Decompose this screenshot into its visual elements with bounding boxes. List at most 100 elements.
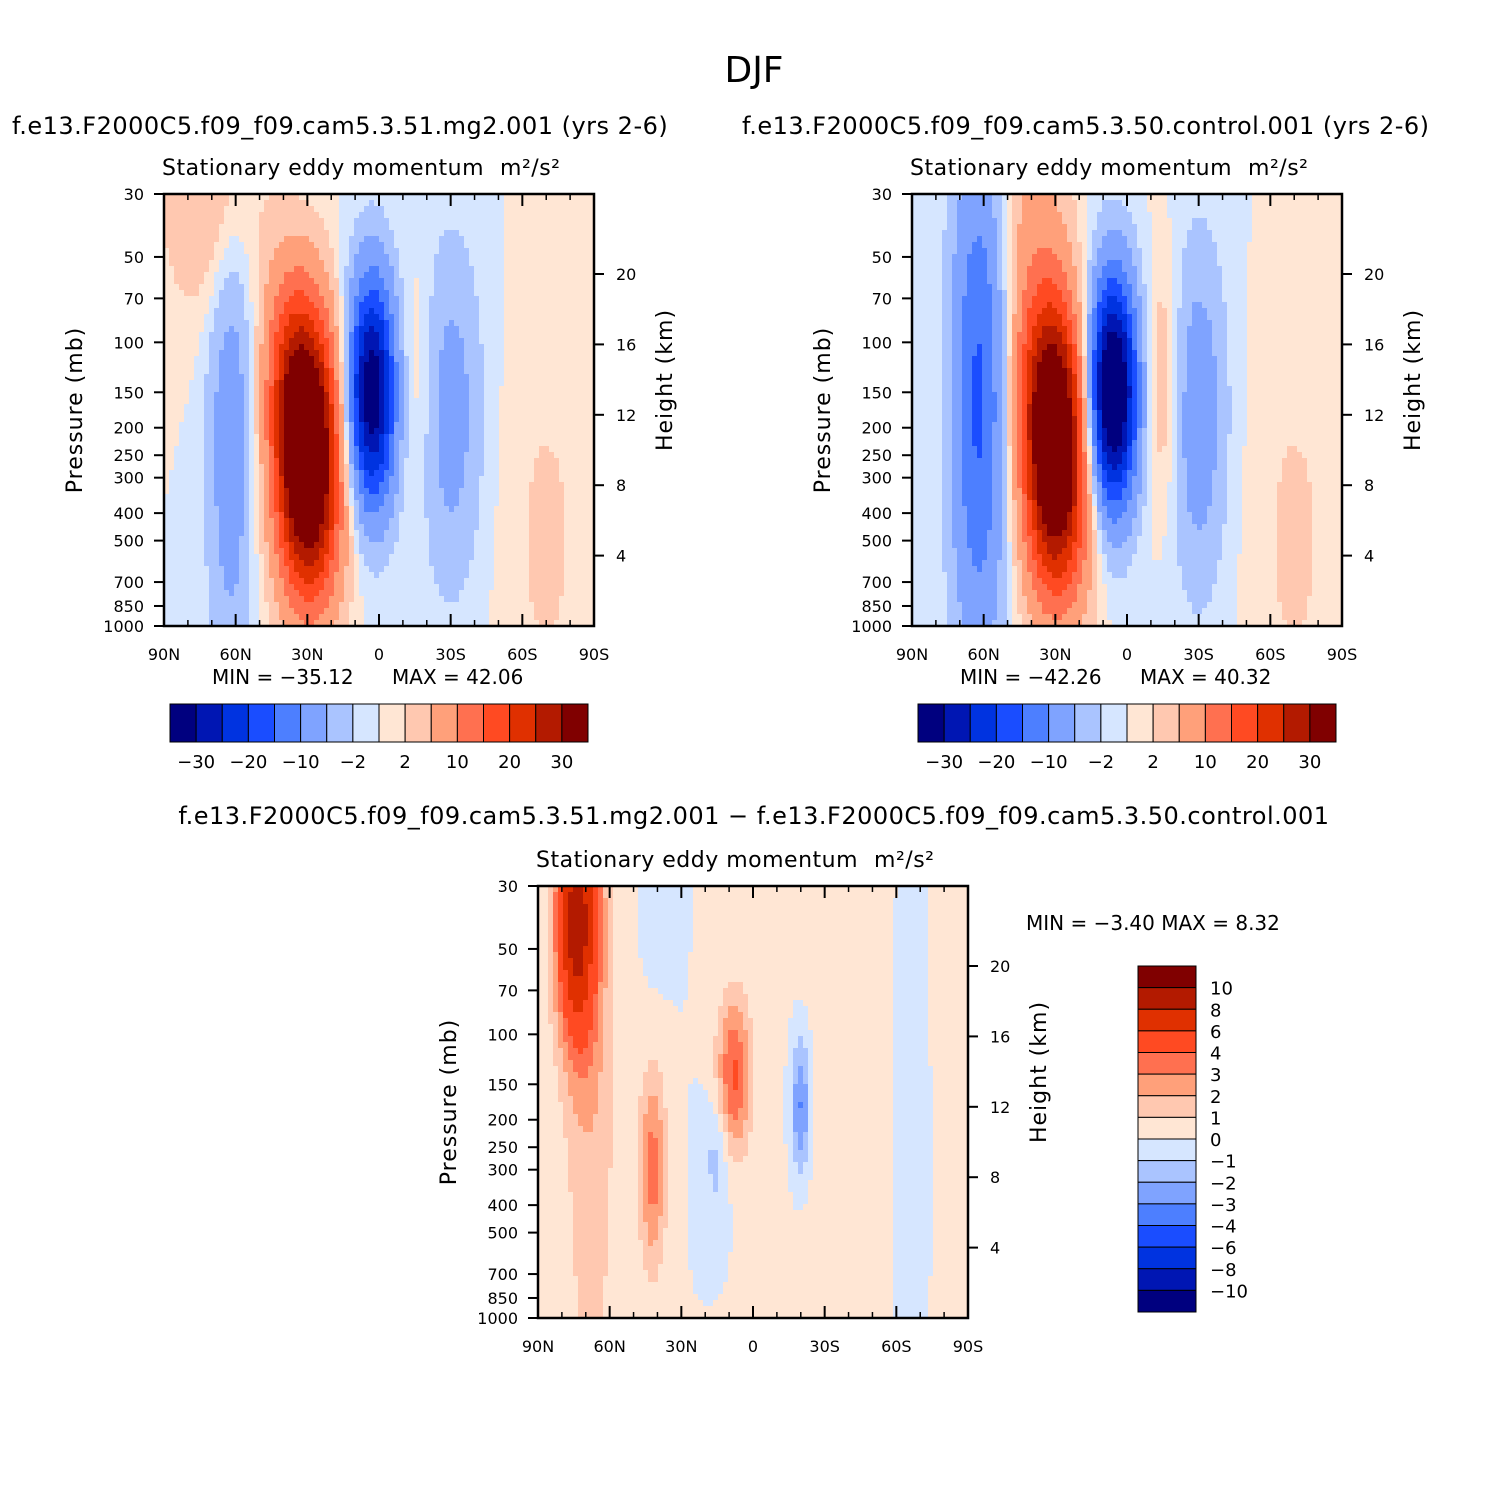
contour-cell (174, 386, 180, 393)
contour-cell (344, 530, 350, 537)
contour-cell (174, 428, 180, 435)
contour-cell (454, 374, 460, 381)
contour-cell (459, 374, 465, 381)
contour-cell (279, 392, 285, 399)
contour-cell (289, 494, 295, 501)
contour-cell (329, 266, 335, 273)
contour-cell (439, 260, 445, 267)
contour-cell (514, 416, 520, 423)
contour-cell (544, 296, 550, 303)
contour-cell (169, 224, 175, 231)
contour-cell (189, 512, 195, 519)
contour-cell (189, 284, 195, 291)
contour-cell (229, 422, 235, 429)
contour-cell (244, 494, 250, 501)
contour-cell (499, 434, 505, 441)
contour-cell (284, 344, 290, 351)
contour-cell (529, 350, 535, 357)
contour-cell (179, 410, 185, 417)
contour-cell (249, 494, 255, 501)
contour-cell (444, 206, 450, 213)
contour-cell (344, 218, 350, 225)
contour-cell (384, 524, 390, 531)
contour-cell (409, 338, 415, 345)
contour-cell (279, 518, 285, 525)
contour-cell (284, 302, 290, 309)
contour-cell (264, 536, 270, 543)
contour-cell (394, 482, 400, 489)
contour-cell (489, 290, 495, 297)
contour-cell (389, 386, 395, 393)
contour-cell (439, 230, 445, 237)
contour-cell (299, 422, 305, 429)
contour-cell (429, 374, 435, 381)
contour-cell (264, 284, 270, 291)
contour-cell (244, 332, 250, 339)
contour-cell (309, 218, 315, 225)
contour-cell (374, 392, 380, 399)
contour-cell (244, 416, 250, 423)
contour-cell (469, 512, 475, 519)
contour-cell (369, 458, 375, 465)
contour-cell (239, 284, 245, 291)
contour-cell (344, 506, 350, 513)
contour-cell (349, 320, 355, 327)
contour-cell (529, 344, 535, 351)
contour-cell (359, 344, 365, 351)
contour-cell (174, 416, 180, 423)
contour-cell (224, 422, 230, 429)
contour-cell (474, 422, 480, 429)
contour-cell (344, 368, 350, 375)
contour-cell (414, 260, 420, 267)
contour-cell (379, 314, 385, 321)
contour-cell (419, 476, 425, 483)
contour-cell (449, 380, 455, 387)
contour-cell (544, 476, 550, 483)
contour-cell (334, 500, 340, 507)
contour-cell (169, 536, 175, 543)
contour-cell (374, 212, 380, 219)
contour-cell (559, 482, 565, 489)
contour-cell (214, 410, 220, 417)
contour-cell (424, 332, 430, 339)
contour-cell (524, 296, 530, 303)
contour-cell (444, 536, 450, 543)
contour-cell (389, 254, 395, 261)
contour-cell (299, 392, 305, 399)
contour-cell (424, 380, 430, 387)
contour-cell (199, 344, 205, 351)
contour-cell (389, 416, 395, 423)
contour-cell (479, 404, 485, 411)
contour-cell (319, 536, 325, 543)
contour-cell (329, 452, 335, 459)
contour-cell (374, 434, 380, 441)
contour-cell (184, 392, 190, 399)
contour-cell (414, 368, 420, 375)
contour-cell (484, 404, 490, 411)
contour-cell (369, 488, 375, 495)
contour-cell (339, 284, 345, 291)
contour-cell (354, 512, 360, 519)
contour-cell (229, 386, 235, 393)
contour-cell (359, 524, 365, 531)
contour-cell (299, 290, 305, 297)
contour-cell (469, 524, 475, 531)
contour-cell (304, 368, 310, 375)
contour-cell (354, 362, 360, 369)
contour-cell (194, 314, 200, 321)
contour-cell (479, 458, 485, 465)
contour-cell (279, 272, 285, 279)
contour-cell (369, 278, 375, 285)
contour-cell (469, 278, 475, 285)
contour-cell (274, 224, 280, 231)
contour-cell (429, 446, 435, 453)
contour-cell (539, 302, 545, 309)
contour-cell (254, 332, 260, 339)
contour-cell (319, 470, 325, 477)
contour-cell (324, 200, 330, 207)
contour-cell (489, 368, 495, 375)
contour-cell (464, 434, 470, 441)
contour-cell (529, 260, 535, 267)
contour-cell (564, 422, 570, 429)
contour-cell (404, 206, 410, 213)
